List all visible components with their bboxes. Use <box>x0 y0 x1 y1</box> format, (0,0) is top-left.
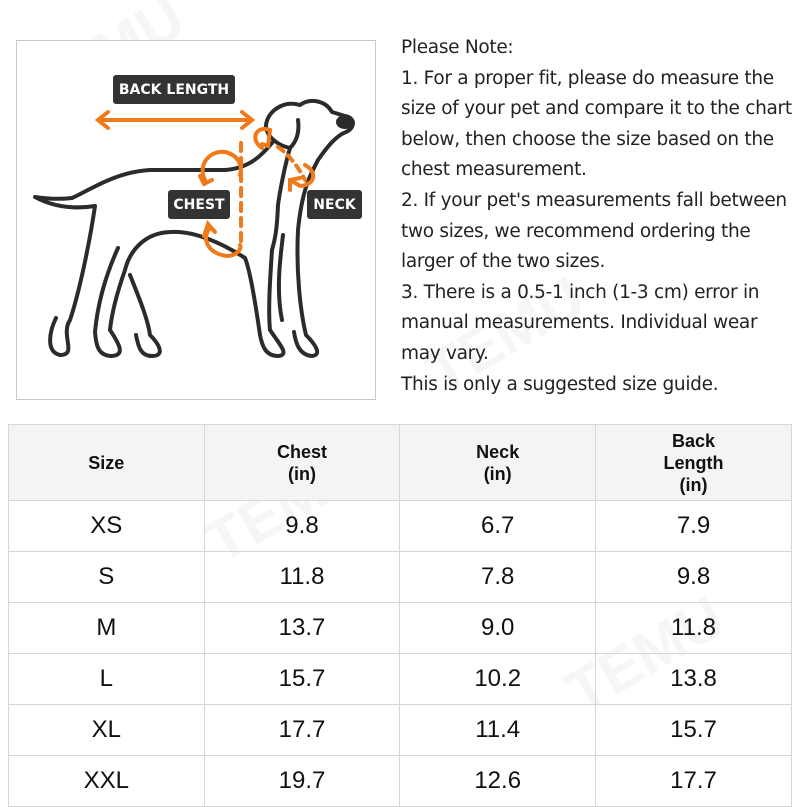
table-row: XXL 19.7 12.6 17.7 <box>8 755 792 807</box>
table-cell: 11.8 <box>203 551 401 603</box>
table-cell: 15.7 <box>203 653 401 705</box>
column-header-text: Chest <box>276 441 327 462</box>
notes-line: 2. If your pet's measurements fall betwe… <box>401 189 787 211</box>
notes-title: Please Note: <box>401 37 514 58</box>
table-cell: 11.8 <box>595 602 792 654</box>
table-cell: 11.4 <box>399 704 597 756</box>
table-cell: 10.2 <box>399 653 597 705</box>
table-cell: M <box>8 602 205 654</box>
notes-line: manual measurements. Individual wear <box>401 312 758 334</box>
table-cell: S <box>8 551 205 603</box>
table-cell: XS <box>8 500 205 552</box>
table-row: M 13.7 9.0 11.8 <box>8 602 792 654</box>
notes-line: two sizes, we recommend ordering the <box>401 220 751 242</box>
table-row: L 15.7 10.2 13.8 <box>8 653 792 705</box>
table-cell: 17.7 <box>203 704 401 756</box>
column-header-text: Size <box>88 452 125 473</box>
notes-line: chest measurement. <box>401 159 587 181</box>
table-cell: 7.8 <box>399 551 597 603</box>
table-header-row: Size Chest (in) Neck (in) Back Length (in) <box>8 424 792 501</box>
back-length-label: BACK LENGTH <box>113 75 235 104</box>
dog-measurement-diagram: BACK LENGTH CHEST NECK <box>16 40 376 400</box>
table-cell: 13.8 <box>595 653 792 705</box>
column-header-text: Back <box>671 430 716 451</box>
column-header-text: (in) <box>679 474 708 495</box>
column-header: Chest (in) <box>203 424 401 501</box>
column-header: Size <box>8 424 205 501</box>
table-row: S 11.8 7.8 9.8 <box>8 551 792 603</box>
table-cell: XXL <box>8 755 205 807</box>
table-cell: 15.7 <box>595 704 792 756</box>
size-chart-table: Size Chest (in) Neck (in) Back Length (in) XS 9.… <box>8 424 792 807</box>
column-header: Back Length (in) <box>595 424 792 501</box>
table-cell: 7.9 <box>595 500 792 552</box>
column-header: Neck (in) <box>399 424 597 501</box>
table-cell: 9.8 <box>203 500 401 552</box>
notes-line: may vary. <box>401 342 489 364</box>
dog-outline-icon <box>33 98 355 358</box>
notes-line: This is only a suggested size guide. <box>401 373 719 395</box>
table-cell: 9.8 <box>595 551 792 603</box>
back-length-arrow-icon <box>94 110 256 130</box>
neck-label: NECK <box>307 190 362 219</box>
column-header-text: (in) <box>288 463 316 484</box>
notes-line: below, then choose the size based on the <box>401 128 774 150</box>
table-cell: 19.7 <box>203 755 401 807</box>
table-cell: XL <box>8 704 205 756</box>
table-cell: 13.7 <box>203 602 401 654</box>
notes-line: larger of the two sizes. <box>401 251 606 273</box>
table-row: XL 17.7 11.4 15.7 <box>8 704 792 756</box>
table-cell: 9.0 <box>399 602 597 654</box>
column-header-text: Neck <box>476 441 520 462</box>
table-cell: 6.7 <box>399 500 597 552</box>
chest-label: CHEST <box>168 190 230 219</box>
size-notes: Please Note: 1. For a proper fit, please… <box>401 33 796 400</box>
table-cell: L <box>8 653 205 705</box>
column-header-text: Length <box>663 452 724 473</box>
table-cell: 17.7 <box>595 755 792 807</box>
column-header-text: (in) <box>483 463 512 484</box>
table-row: XS 9.8 6.7 7.9 <box>8 500 792 552</box>
table-cell: 12.6 <box>399 755 597 807</box>
notes-line: size of your pet and compare it to the c… <box>401 98 792 120</box>
notes-line: 3. There is a 0.5-1 inch (1-3 cm) error … <box>401 281 760 303</box>
notes-line: 1. For a proper fit, please do measure t… <box>401 67 774 89</box>
